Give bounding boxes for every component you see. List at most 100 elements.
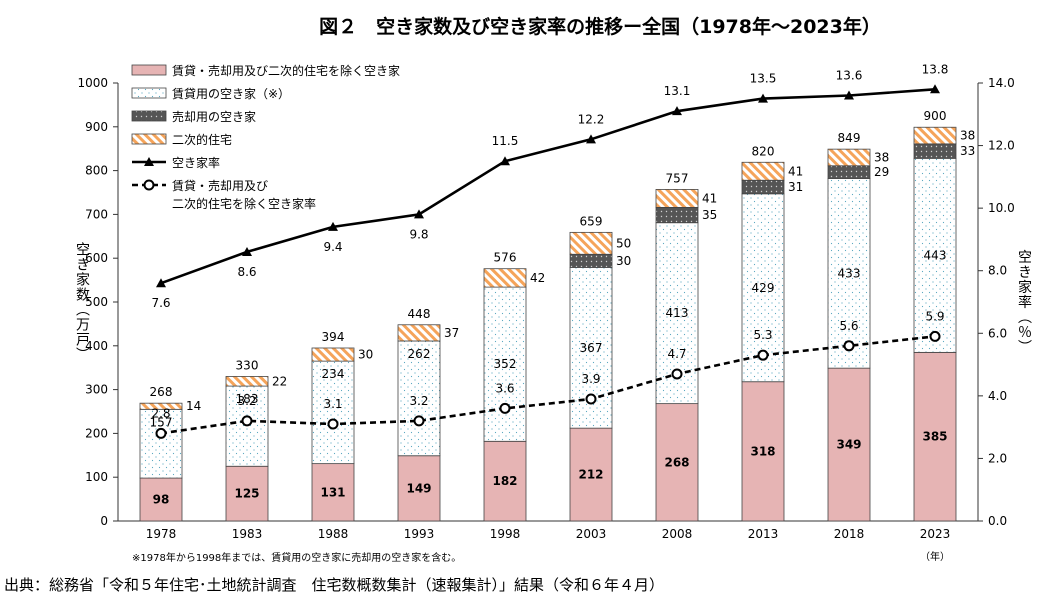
bar-value-label: 429 <box>752 281 775 295</box>
bar-value-label: 31 <box>788 180 803 194</box>
rate-value-label: 3.1 <box>323 397 342 411</box>
bar-value-label: 413 <box>666 306 689 320</box>
bar-value-label: 30 <box>616 254 631 268</box>
bar-value-label: 157 <box>150 415 173 429</box>
rate-value-label: 2.8 <box>151 406 170 420</box>
bar-value-label: 30 <box>358 348 373 362</box>
bar-value-label: 349 <box>836 438 861 452</box>
rate-marker-circle <box>155 427 167 439</box>
rate-marker-triangle <box>414 209 424 219</box>
legend-label: 賃貸用の空き家（※） <box>172 86 290 101</box>
rate-value-label: 8.6 <box>237 265 256 279</box>
bar-value-label: 352 <box>494 357 517 371</box>
bar-total-label: 330 <box>236 358 259 372</box>
rate-value-label: 13.5 <box>750 72 777 86</box>
y-right-tick-label: 2.0 <box>988 451 1007 465</box>
bar-value-label: 131 <box>320 485 345 499</box>
y-right-tick-label: 4.0 <box>988 389 1007 403</box>
y-left-tick-label: 100 <box>85 470 108 484</box>
bar-segment <box>397 455 441 522</box>
rate-marker-circle <box>499 402 511 414</box>
x-tick-label: 1978 <box>146 527 177 541</box>
bar-value-label: 268 <box>664 455 689 469</box>
rate-value-label: 13.1 <box>664 84 691 98</box>
legend-swatch <box>131 87 167 99</box>
bar-value-label: 42 <box>530 271 545 285</box>
bar-value-label: 22 <box>272 374 287 388</box>
legend-label: 売却用の空き家 <box>172 109 256 124</box>
x-tick-label: 2018 <box>834 527 865 541</box>
rate-marker-circle <box>757 349 769 361</box>
legend-marker-circle <box>143 179 155 191</box>
y-left-tick-label: 200 <box>85 426 108 440</box>
legend-swatch <box>131 110 167 122</box>
bars <box>139 126 957 522</box>
bar-segment <box>913 157 957 353</box>
rate-marker-triangle <box>672 106 682 116</box>
bar-segment <box>483 268 527 288</box>
bar-segment <box>311 347 355 362</box>
rate-marker-triangle <box>758 93 768 103</box>
y-left-tick-label: 900 <box>85 120 108 134</box>
bar-total-label: 849 <box>838 131 861 145</box>
legend-swatch <box>131 133 167 145</box>
y-left-tick-label: 400 <box>85 339 108 353</box>
bar-value-label: 367 <box>580 341 603 355</box>
bar-value-label: 29 <box>874 165 889 179</box>
y-left-tick-label: 0 <box>100 514 108 528</box>
rate-marker-triangle <box>156 278 166 288</box>
rate-value-label: 9.4 <box>323 240 342 254</box>
bar-total-label: 900 <box>924 109 947 123</box>
bar-total-label: 448 <box>408 307 431 321</box>
bar-value-label: 149 <box>406 481 431 495</box>
bar-total-label: 820 <box>752 144 775 158</box>
vacancy-rate-line <box>160 88 936 285</box>
bar-value-label: 262 <box>408 347 431 361</box>
bar-segment <box>655 403 699 522</box>
rate-value-label: 13.6 <box>836 69 863 83</box>
bar-value-label: 38 <box>960 129 975 143</box>
rate-value-label: 4.7 <box>667 347 686 361</box>
y-right-tick-label: 12.0 <box>988 139 1015 153</box>
x-tick-label: 1983 <box>232 527 263 541</box>
bar-value-label: 443 <box>924 248 947 262</box>
y-right-tick-label: 8.0 <box>988 264 1007 278</box>
rate-value-label: 11.5 <box>492 134 519 148</box>
legend-label: 二次的住宅 <box>172 132 232 147</box>
bar-segment <box>569 253 613 268</box>
bar-segment <box>311 360 355 465</box>
legend-label: 賃貸・売却用及び <box>172 178 268 193</box>
rate-value-label: 13.8 <box>922 62 949 76</box>
y-left-tick-label: 500 <box>85 295 108 309</box>
rate-labels: 7.6 8.6 9.4 9.8 11.5 12.2 13.1 13.5 13.6 13.8 2.8 3… <box>151 62 948 420</box>
bar-segment <box>655 222 699 405</box>
y-right-tick-label: 10.0 <box>988 201 1015 215</box>
legend-label: 賃貸・売却用及び二次的住宅を除く空き家 <box>172 63 400 78</box>
rate-value-label: 5.9 <box>925 309 944 323</box>
rate-marker-triangle <box>242 246 252 256</box>
bar-total-label: 268 <box>150 385 173 399</box>
bar-segment <box>225 465 269 522</box>
legend-marker-triangle <box>144 157 154 166</box>
rate-value-label: 5.6 <box>839 319 858 333</box>
x-tick-label: 2023 <box>920 527 951 541</box>
bar-segment <box>827 165 871 179</box>
bar-value-label: 50 <box>616 236 631 250</box>
rate-marker-triangle <box>328 221 338 231</box>
bar-segment <box>569 427 613 522</box>
bar-segment <box>483 286 527 442</box>
bar-segment <box>827 367 871 522</box>
rate-marker-circle <box>585 393 597 405</box>
x-tick-label: 1998 <box>490 527 521 541</box>
y-right-tick-label: 6.0 <box>988 326 1007 340</box>
y-left-axis-title: 空き家数（万戸） <box>74 242 90 362</box>
bar-segment <box>913 143 957 159</box>
rate-value-label: 5.3 <box>753 328 772 342</box>
bar-total-label: 659 <box>580 214 603 228</box>
axes: 0 100 200 300 400 500 600 700 800 900 1000 0.0 2.0 4.… <box>77 76 1014 541</box>
rate-value-label: 3.2 <box>409 394 428 408</box>
x-tick-label: 2003 <box>576 527 607 541</box>
y-left-tick-label: 1000 <box>77 76 108 90</box>
rate-marker-circle <box>671 368 683 380</box>
